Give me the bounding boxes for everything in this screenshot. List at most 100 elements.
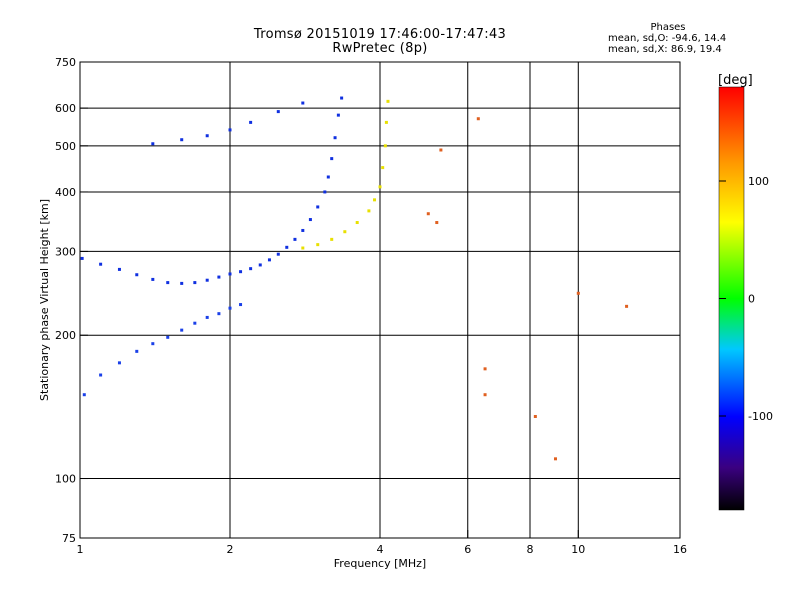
data-point (193, 281, 197, 285)
data-point (217, 275, 221, 279)
colorbar-label: [deg] (718, 73, 753, 88)
phase-stats-heading: Phases (650, 22, 686, 33)
colorbar-tick-label: 100 (748, 175, 769, 188)
chart-subtitle: RwPretec (8p) (332, 41, 428, 56)
x-tick-label: 2 (227, 543, 234, 556)
data-point (386, 99, 390, 103)
x-tick-label: 16 (673, 543, 687, 556)
chart-title: Tromsø 20151019 17:46:00-17:47:43 (253, 27, 507, 42)
data-point (276, 110, 280, 114)
data-point (533, 414, 537, 418)
data-point (180, 138, 184, 142)
data-point (239, 270, 243, 274)
y-tick-label: 750 (55, 56, 76, 69)
data-point (333, 136, 337, 140)
data-point (151, 277, 155, 281)
data-point (166, 281, 170, 285)
data-point (330, 237, 334, 241)
data-point (367, 209, 371, 213)
data-point (166, 335, 170, 339)
y-tick-label: 100 (55, 473, 76, 486)
data-point (99, 373, 103, 377)
data-point (193, 321, 197, 325)
data-point (239, 303, 243, 307)
data-point (308, 218, 312, 222)
y-tick-label: 75 (62, 532, 76, 545)
phase-stats: Phases mean, sd,O: -94.6, 14.4 mean, sd,… (608, 22, 728, 55)
data-point (80, 256, 84, 260)
data-point (151, 142, 155, 146)
data-point (276, 252, 280, 256)
y-tick-label: 200 (55, 329, 76, 342)
data-point (323, 190, 327, 194)
data-point (336, 113, 340, 117)
data-point (249, 267, 253, 271)
y-axis-ticks: 75 100 200 300 400 500 600 750 (55, 56, 88, 545)
data-point (330, 157, 334, 161)
y-axis-label: Stationary phase Virtual Height [km] (38, 199, 51, 401)
data-point (117, 361, 121, 365)
data-point (483, 393, 487, 397)
phase-stats-x: mean, sd,X: 86.9, 19.4 (608, 44, 722, 55)
data-point (301, 246, 305, 250)
colorbar-tick-label: 0 (748, 293, 755, 306)
data-point (205, 315, 209, 319)
data-point (180, 328, 184, 332)
data-point (343, 230, 347, 234)
y-tick-label: 500 (55, 140, 76, 153)
data-point (258, 263, 262, 267)
data-point (228, 306, 232, 310)
x-axis-label: Frequency [MHz] (334, 557, 426, 570)
data-point (476, 117, 480, 121)
data-point (285, 245, 289, 249)
data-point (228, 272, 232, 276)
data-point (316, 205, 320, 209)
data-point (373, 198, 377, 202)
data-point (383, 144, 387, 148)
data-point (151, 342, 155, 346)
data-point (426, 212, 430, 216)
data-point (135, 349, 139, 353)
x-tick-label: 10 (571, 543, 585, 556)
y-tick-label: 600 (55, 102, 76, 115)
data-point (326, 175, 330, 179)
data-point (249, 120, 253, 124)
data-point (301, 101, 305, 105)
x-axis-ticks: 1 2 4 6 8 10 16 (77, 530, 687, 556)
grid-lines (80, 62, 680, 538)
data-point (439, 148, 443, 152)
colorbar-tick-label: -100 (748, 410, 773, 423)
data-point (340, 96, 344, 100)
data-point (228, 128, 232, 132)
x-tick-label: 1 (77, 543, 84, 556)
data-point (381, 166, 385, 170)
data-point (625, 304, 629, 308)
data-point (576, 291, 580, 295)
data-point (435, 221, 439, 225)
data-point (180, 281, 184, 285)
data-point (316, 243, 320, 247)
data-point (483, 367, 487, 371)
data-point (205, 278, 209, 282)
data-point (267, 258, 271, 262)
colorbar-ticks: 100 0 -100 (719, 175, 773, 423)
data-point (301, 228, 305, 232)
x-tick-label: 4 (377, 543, 384, 556)
y-tick-label: 400 (55, 186, 76, 199)
data-point (135, 273, 139, 277)
data-point (205, 134, 209, 138)
data-point (378, 185, 382, 189)
y-tick-label: 300 (55, 245, 76, 258)
data-point (217, 312, 221, 316)
data-point (293, 237, 297, 241)
data-point (99, 262, 103, 266)
data-points (80, 96, 629, 461)
phase-stats-o: mean, sd,O: -94.6, 14.4 (608, 33, 727, 44)
data-point (553, 457, 557, 461)
x-tick-label: 8 (527, 543, 534, 556)
data-point (384, 120, 388, 124)
x-tick-label: 6 (464, 543, 471, 556)
data-point (117, 267, 121, 271)
data-point (82, 393, 86, 397)
